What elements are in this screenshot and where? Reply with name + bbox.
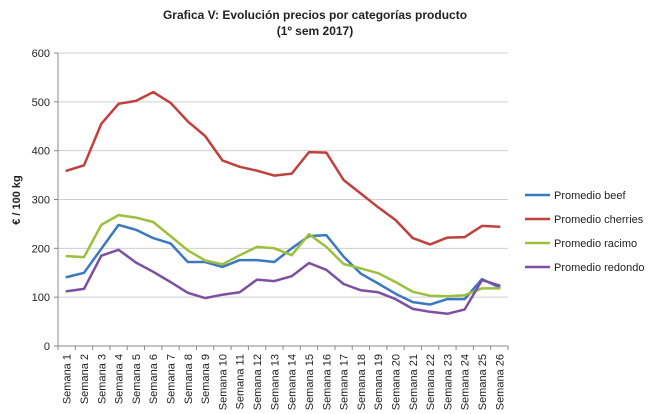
y-tick-label: 400 xyxy=(32,146,50,158)
x-tick-label: Semana 13 xyxy=(269,354,281,410)
x-tick-label: Semana 1 xyxy=(62,354,74,404)
x-tick-label: Semana 11 xyxy=(235,354,247,409)
x-tick-label: Semana 18 xyxy=(356,354,368,410)
legend-label: Promedio racimo xyxy=(554,238,637,250)
series-line xyxy=(65,248,501,316)
legend-label: Promedio beef xyxy=(554,190,626,202)
legend-label: Promedio cherries xyxy=(554,214,644,226)
y-tick-label: 0 xyxy=(44,341,50,353)
x-tick-label: Semana 6 xyxy=(148,354,160,404)
y-tick-label: 300 xyxy=(32,195,50,207)
y-tick-label: 100 xyxy=(32,292,50,304)
x-tick-label: Semana 9 xyxy=(200,354,212,404)
series-line xyxy=(65,90,501,246)
x-tick-label: Semana 23 xyxy=(442,354,454,410)
x-tick-label: Semana 4 xyxy=(114,354,126,404)
x-tick-label: Semana 19 xyxy=(373,354,385,410)
series-line xyxy=(65,213,501,298)
y-axis-label: € / 100 kg xyxy=(11,175,23,225)
x-tick-label: Semana 16 xyxy=(321,354,333,410)
x-tick-label: Semana 3 xyxy=(96,354,108,404)
series-lines xyxy=(65,90,501,316)
x-tick-label: Semana 12 xyxy=(252,354,264,410)
x-tick-label: Semana 7 xyxy=(166,354,178,404)
x-tick-label: Semana 25 xyxy=(477,354,489,410)
x-tick-label: Semana 14 xyxy=(287,354,299,410)
x-tick-label: Semana 15 xyxy=(304,354,316,410)
x-tick-label: Semana 22 xyxy=(425,354,437,410)
x-tick-label: Semana 10 xyxy=(217,354,229,410)
chart-title: Grafica V: Evolución precios por categor… xyxy=(163,8,467,22)
x-tick-label: Semana 26 xyxy=(494,354,506,410)
legend-label: Promedio redondo xyxy=(554,262,645,274)
y-tick-label: 600 xyxy=(32,48,50,60)
y-tick-label: 500 xyxy=(32,97,50,109)
series-line xyxy=(65,223,501,306)
x-tick-label: Semana 2 xyxy=(79,354,91,404)
x-tick-label: Semana 20 xyxy=(391,354,403,410)
legend: Promedio beef Promedio cherries Promedio r… xyxy=(525,190,645,274)
x-tick-label: Semana 21 xyxy=(408,354,420,410)
x-tick-label: Semana 24 xyxy=(460,354,472,410)
x-tick-label: Semana 5 xyxy=(131,354,143,404)
chart-subtitle: (1º sem 2017) xyxy=(277,24,353,38)
x-tick-label: Semana 17 xyxy=(339,354,351,410)
axes: 0 100 200 300 400 500 600 Semana 1 Semana 2 Seman… xyxy=(32,48,509,410)
x-tick-label: Semana 8 xyxy=(183,354,195,404)
y-tick-label: 200 xyxy=(32,243,50,255)
